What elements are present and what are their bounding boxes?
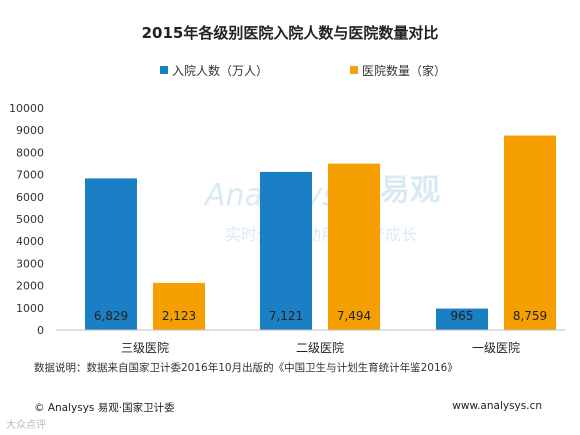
bar-value-label-1-2: 8,759 [513,309,547,323]
y-tick-label: 2000 [16,280,44,293]
bar-value-label-0-0: 6,829 [94,309,128,323]
bar-0-1 [260,171,312,330]
bar-value-label-0-1: 7,121 [269,309,303,323]
bar-0-2 [436,308,488,330]
x-tick-label: 一级医院 [472,341,520,355]
y-tick-label: 7000 [16,169,44,182]
y-tick-label: 10000 [9,102,44,115]
bar-1-1 [328,163,380,330]
y-tick-label: 9000 [16,124,44,137]
corner-watermark: 大众点评 [6,420,46,431]
legend-label-0: 入院人数（万人） [172,63,268,78]
y-tick-label: 4000 [16,235,44,248]
x-axis: 三级医院 二级医院 一级医院 [56,329,565,355]
y-tick-label: 5000 [16,213,44,226]
website-link[interactable]: www.analysys.cn [452,400,542,412]
legend: 入院人数（万人） 医院数量（家） [160,63,446,78]
bar-0-0 [85,178,137,330]
y-tick-label: 3000 [16,257,44,270]
watermark-logo-cn: 易观 [380,173,440,208]
legend-swatch-1 [350,66,358,74]
legend-label-1: 医院数量（家） [362,63,446,78]
y-axis: 0 1000 2000 3000 4000 5000 6000 7000 8000 9000 100… [9,102,44,337]
x-tick-label: 二级医院 [296,341,344,355]
watermark-logo: Analysys 易观 实时分析驱动用户资产成长 [203,173,440,244]
source-credit: © Analysys 易观·国家卫计委 [34,402,175,414]
legend-swatch-0 [160,66,168,74]
y-tick-label: 0 [37,324,44,337]
bars: 6,829 2,123 7,121 7,494 965 8,759 [85,135,556,330]
x-tick-label: 三级医院 [121,341,169,355]
chart-title: 2015年各级别医院入院人数与医院数量对比 [142,24,439,42]
bar-value-label-1-0: 2,123 [162,309,196,323]
y-tick-label: 8000 [16,146,44,159]
bar-value-label-1-1: 7,494 [337,309,371,323]
bar-1-0 [153,282,205,330]
y-tick-label: 6000 [16,191,44,204]
data-note: 数据说明：数据来自国家卫计委2016年10月出版的《中国卫生与计划生育统计年鉴2… [34,362,458,374]
bar-value-label-0-2: 965 [451,309,474,323]
watermark-tagline: 实时分析驱动用户资产成长 [225,225,417,244]
y-tick-label: 1000 [16,302,44,315]
bar-1-2 [504,135,556,330]
